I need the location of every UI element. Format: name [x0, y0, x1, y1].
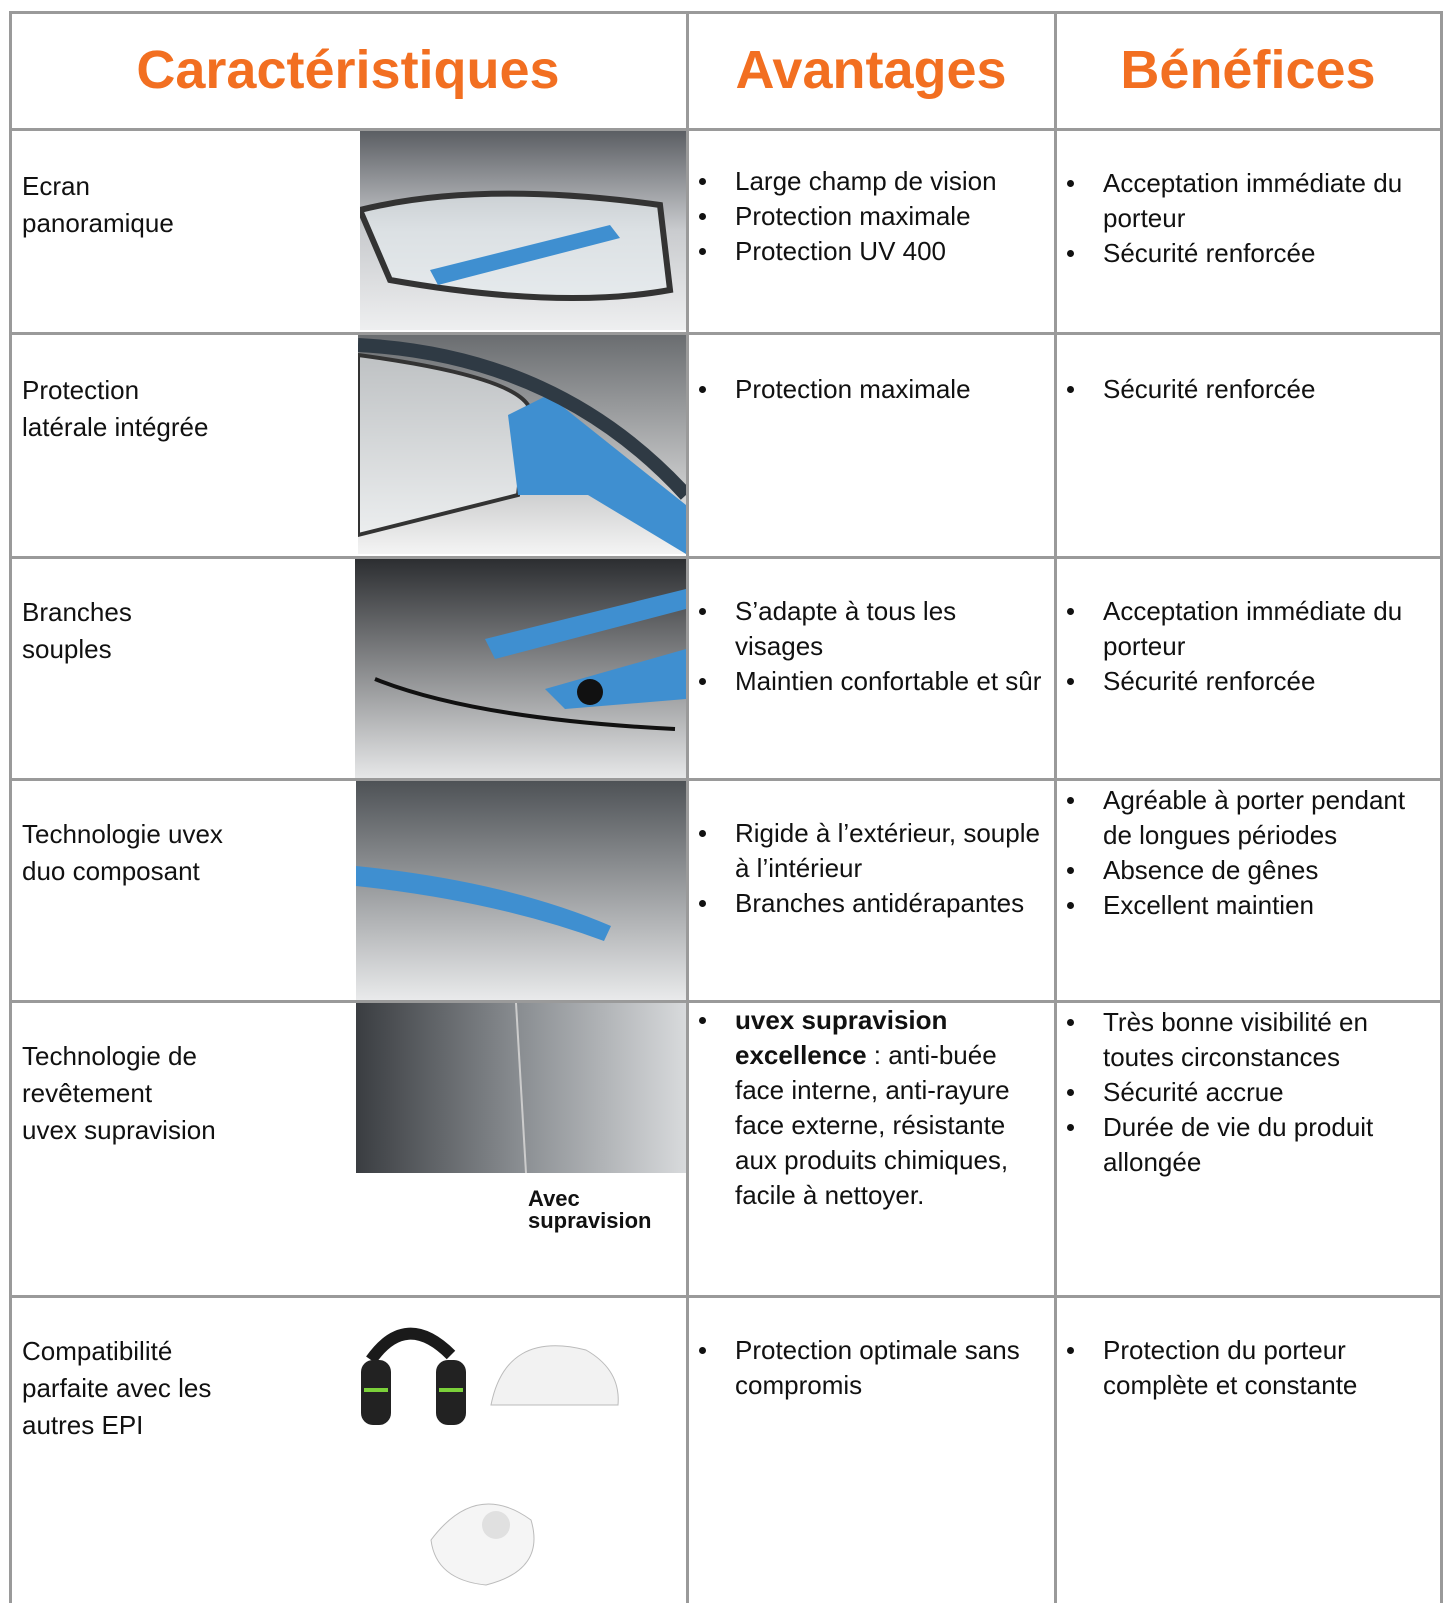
- benefit: Sécurité renforcée: [1065, 372, 1440, 407]
- advantage: Protection maximale: [697, 372, 1047, 407]
- benefits: Sécurité renforcée: [1065, 372, 1440, 407]
- benefits: Protection du porteur complète et consta…: [1065, 1333, 1440, 1403]
- benefit: Absence de gênes: [1065, 853, 1440, 888]
- row-border: [9, 128, 1443, 131]
- advantages: Rigide à l’extérieur, souple à l’intérie…: [697, 816, 1047, 921]
- benefit: Durée de vie du produit allongée: [1065, 1110, 1440, 1180]
- row-border: [9, 778, 1443, 781]
- advantage: Protection maximale: [697, 199, 1047, 234]
- image-glasses: [360, 130, 686, 330]
- column-header: Bénéfices: [1120, 40, 1376, 100]
- advantage: Protection UV 400: [697, 234, 1047, 269]
- benefit: Sécurité renforcée: [1065, 664, 1440, 699]
- benefit: Acceptation immédiate du porteur: [1065, 166, 1440, 236]
- benefit: Excellent maintien: [1065, 888, 1440, 923]
- row-border: [9, 556, 1443, 559]
- benefits: Acceptation immédiate du porteur Sécurité…: [1065, 594, 1440, 699]
- image-caption: Avec supravision: [528, 1186, 652, 1233]
- image-side: [358, 335, 686, 554]
- advantages: Protection optimale sans compromis: [697, 1333, 1047, 1403]
- advantage-strong: uvex supravision excellence: [735, 1005, 948, 1070]
- advantage: Protection optimale sans compromis: [697, 1333, 1047, 1403]
- advantages: Protection maximale: [697, 372, 1047, 407]
- advantages: S’adapte à tous les visages Maintien conf…: [697, 594, 1047, 699]
- row-border: [9, 332, 1443, 335]
- benefit: Sécurité renforcée: [1065, 236, 1440, 271]
- advantage: Rigide à l’extérieur, souple à l’intérie…: [697, 816, 1047, 886]
- benefits: Acceptation immédiate du porteur Sécurité…: [1065, 166, 1440, 271]
- border: [9, 12, 12, 1603]
- advantage: S’adapte à tous les visages: [697, 594, 1047, 664]
- column-header: Caractéristiques: [136, 40, 560, 100]
- column-header: Avantages: [735, 40, 1007, 100]
- advantage: Large champ de vision: [697, 164, 1047, 199]
- feature: Technologie uvex duo composant: [22, 819, 223, 886]
- benefit: Acceptation immédiate du porteur: [1065, 594, 1440, 664]
- advantage: Branches antidérapantes: [697, 886, 1047, 921]
- advantages: Large champ de vision Protection maximale…: [697, 164, 1047, 269]
- row-border: [9, 1000, 1443, 1003]
- image-duo: [356, 781, 686, 1000]
- advantage: Maintien confortable et sûr: [697, 664, 1047, 699]
- benefit: Très bonne visibilité en toutes circonst…: [1065, 1005, 1440, 1075]
- benefits: Très bonne visibilité en toutes circonst…: [1065, 1005, 1440, 1180]
- feature: Technologie de revêtement uvex supravisi…: [22, 1041, 216, 1145]
- advantage: uvex supravision excellence : anti-buée …: [697, 1003, 1047, 1213]
- advantage-text: : anti-buée face interne, anti-rayure fa…: [735, 1040, 1010, 1210]
- benefits: Agréable à porter pendant de longues pér…: [1065, 783, 1440, 923]
- row-border: [9, 1295, 1443, 1298]
- advantages: uvex supravision excellence : anti-buée …: [697, 1003, 1047, 1213]
- image-temples: [355, 559, 686, 778]
- feature: Ecran panoramique: [22, 171, 174, 238]
- benefit: Sécurité accrue: [1065, 1075, 1440, 1110]
- benefit: Agréable à porter pendant de longues pér…: [1065, 783, 1440, 853]
- border: [1054, 12, 1057, 1603]
- border: [1440, 12, 1443, 1603]
- feature: Protection latérale intégrée: [22, 375, 209, 442]
- border: [9, 11, 1443, 14]
- feature: Branches souples: [22, 597, 132, 664]
- benefit: Protection du porteur complète et consta…: [1065, 1333, 1440, 1403]
- feature: Compatibilité parfaite avec les autres E…: [22, 1336, 212, 1440]
- image-coating: [356, 1003, 686, 1173]
- image-epi: [361, 1327, 619, 1586]
- border: [686, 12, 689, 1603]
